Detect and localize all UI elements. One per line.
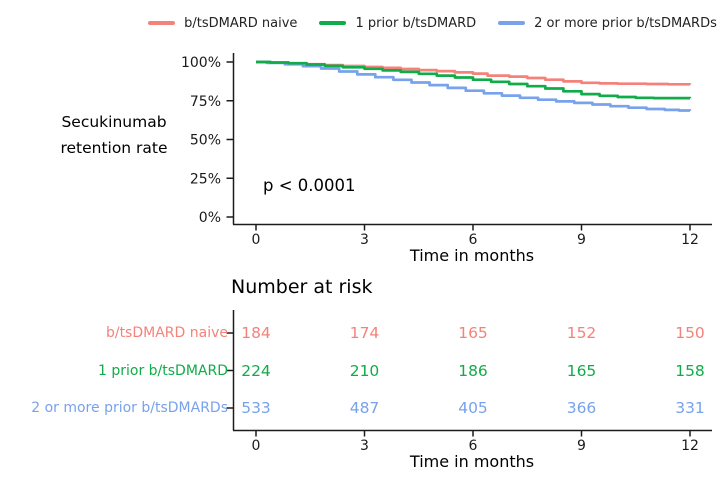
legend-label: 2 or more prior b/tsDMARDs — [534, 15, 717, 31]
risk-count: 165 — [566, 361, 597, 380]
legend-key-line — [148, 21, 176, 25]
risk-count: 210 — [349, 361, 380, 380]
risk-count: 366 — [566, 399, 597, 417]
risk-count: 331 — [675, 399, 705, 417]
y-tick-label: 25% — [190, 171, 221, 187]
risk-x-tick-label: 9 — [577, 438, 586, 454]
legend-label: b/tsDMARD naive — [184, 15, 298, 31]
risk-count: 152 — [566, 324, 597, 342]
risk-row-label: 1 prior b/tsDMARD — [98, 362, 228, 379]
risk-count: 165 — [458, 324, 488, 342]
survival-curve — [256, 60, 692, 112]
risk-count: 174 — [349, 324, 380, 342]
risk-x-tick-label: 3 — [360, 438, 369, 454]
risk-count: 184 — [241, 324, 271, 342]
risk-x-tick-label: 0 — [252, 438, 261, 454]
risk-row-label: 2 or more prior b/tsDMARDs — [31, 400, 228, 416]
y-tick-label: 0% — [199, 210, 221, 226]
risk-x-tick-label: 12 — [681, 438, 699, 454]
x-axis-title-top: Time in months — [409, 246, 535, 265]
legend-item-2-or-more: 2 or more prior b/tsDMARDs — [498, 16, 717, 31]
risk-count: 224 — [241, 361, 271, 380]
risk-x-tick-label: 6 — [469, 438, 478, 454]
x-tick-label: 6 — [469, 232, 478, 248]
risk-count: 487 — [349, 399, 380, 417]
x-tick-label: 12 — [681, 232, 699, 248]
risk-table-title: Number at risk — [231, 276, 373, 298]
x-tick-label: 3 — [360, 232, 369, 248]
risk-count: 150 — [675, 324, 705, 342]
x-tick-label: 0 — [252, 232, 261, 248]
chart-legend: b/tsDMARD naive 1 prior b/tsDMARD 2 or m… — [144, 13, 721, 33]
y-tick-label: 75% — [190, 94, 221, 110]
y-axis-title-line1: Secukinumab — [61, 113, 167, 131]
risk-count: 186 — [458, 361, 488, 380]
y-tick-label: 50% — [190, 133, 221, 149]
survival-curve — [256, 60, 692, 100]
y-axis-title: Secukinumab retention rate — [28, 109, 200, 161]
y-axis-title-line2: retention rate — [60, 139, 168, 157]
x-axis-title-bottom: Time in months — [409, 452, 535, 471]
legend-item-1-prior: 1 prior b/tsDMARD — [319, 16, 476, 31]
legend-key-line — [498, 21, 526, 25]
risk-count: 158 — [675, 361, 705, 380]
legend-item-naive: b/tsDMARD naive — [148, 16, 297, 31]
y-tick-label: 100% — [181, 55, 221, 71]
p-value-annotation: p < 0.0001 — [263, 176, 356, 195]
legend-key-line — [319, 21, 347, 25]
legend-label: 1 prior b/tsDMARD — [355, 15, 477, 31]
risk-count: 405 — [458, 399, 488, 417]
risk-count: 533 — [241, 399, 271, 417]
x-tick-label: 9 — [577, 232, 586, 248]
risk-row-label: b/tsDMARD naive — [105, 325, 228, 341]
